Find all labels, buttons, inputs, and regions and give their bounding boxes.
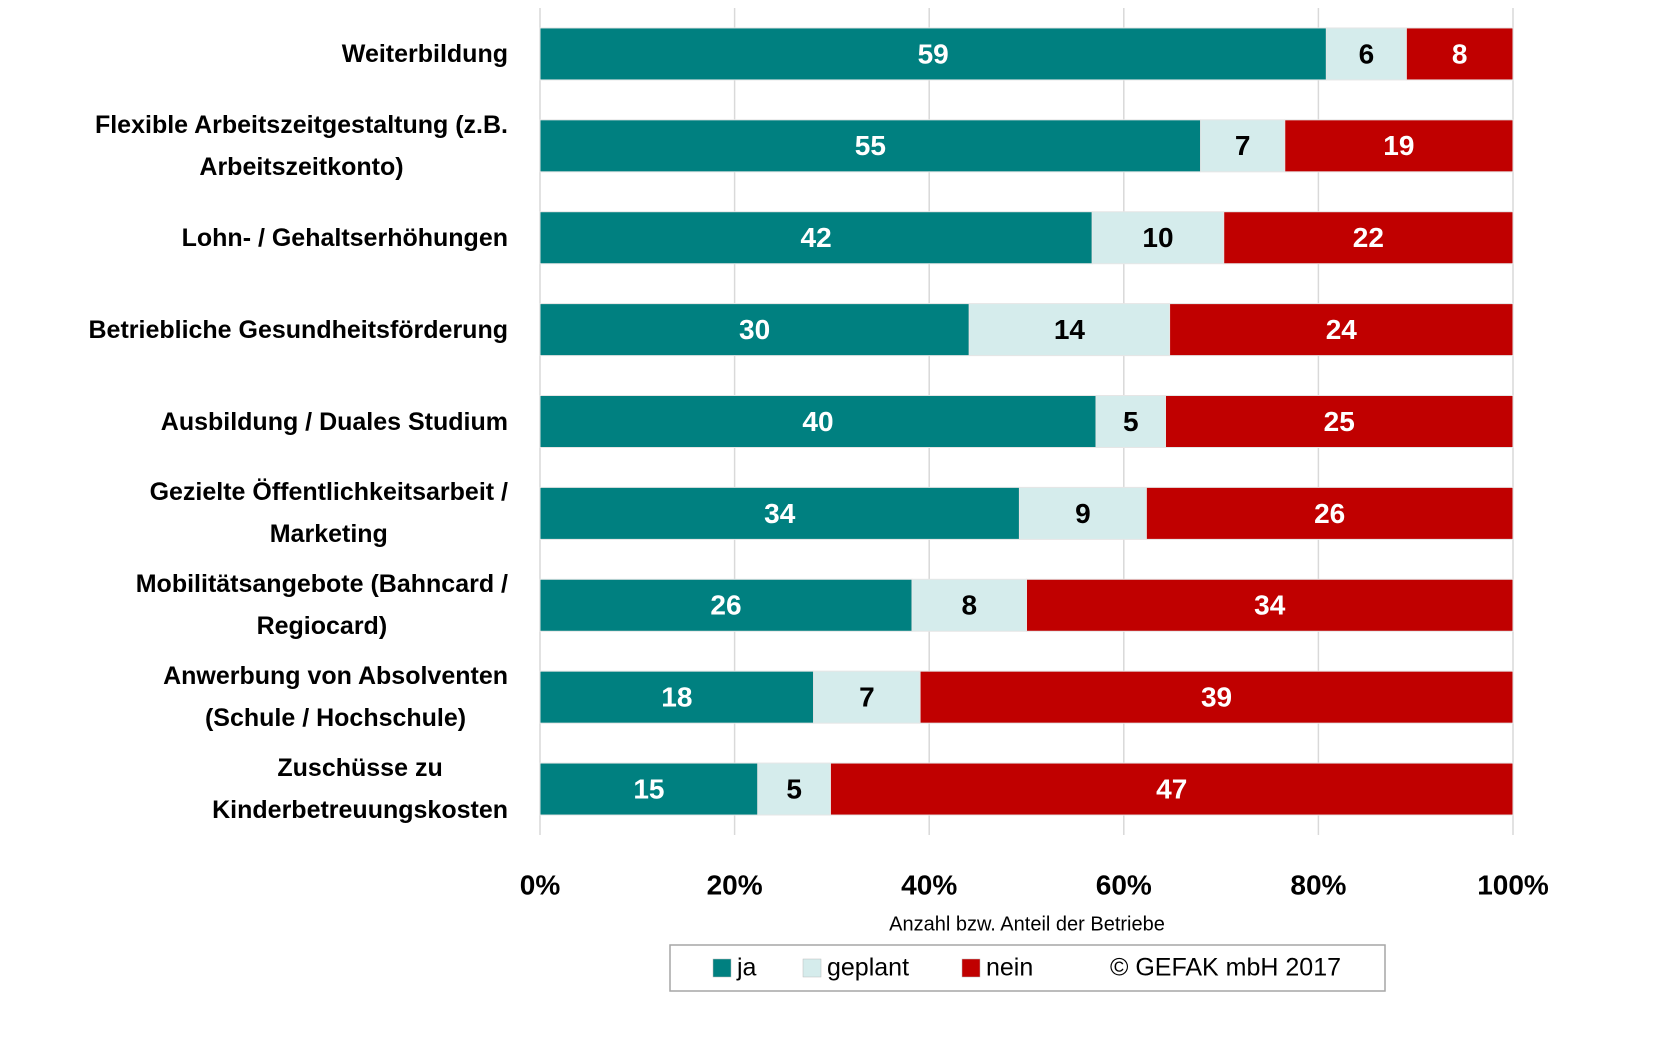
y-tick-label: Zuschüsse zu Kinderbetreuungskosten (212, 754, 508, 825)
legend-swatch (961, 958, 981, 978)
data-label: 22 (1353, 222, 1384, 253)
bar-segment (1284, 119, 1514, 173)
data-label: 34 (764, 498, 796, 529)
bar-segment (1145, 486, 1514, 540)
bar-segment (829, 762, 1514, 816)
data-label: 18 (661, 682, 692, 713)
data-label: 42 (801, 222, 832, 253)
bar-segment (757, 762, 831, 816)
y-tick-label: Flexible Arbeitszeitgestaltung (z.B. Arb… (94, 110, 508, 181)
x-tick-label: 40% (901, 869, 957, 900)
bar-segment (1095, 395, 1166, 448)
data-label: 10 (1142, 222, 1173, 253)
bar-segment (539, 119, 1202, 173)
data-label: 5 (786, 773, 802, 804)
bar-segment (968, 303, 1171, 357)
bar-segment (539, 486, 1020, 540)
bar-segment (1169, 303, 1514, 357)
y-tick-label: Mobilitätsangebote (Bahncard / Regiocard… (135, 570, 508, 641)
legend-label: ja (736, 954, 757, 982)
data-label: 19 (1383, 130, 1414, 161)
legend-box (669, 944, 1386, 992)
y-tick-label: Gezielte Öffentlichkeitsarbeit / Marketi… (149, 478, 508, 549)
bar-segment (1091, 211, 1225, 265)
legend-swatch (802, 958, 822, 978)
bar-segment (1026, 578, 1514, 632)
legend-label: geplant (827, 954, 909, 982)
y-tick-label: Ausbildung / Duales Studium (160, 407, 508, 436)
x-tick-label: 20% (707, 869, 763, 900)
data-label: 8 (1452, 38, 1468, 69)
data-label: 30 (739, 314, 770, 345)
x-tick-label: 80% (1290, 869, 1346, 900)
bar-segment (539, 211, 1093, 265)
data-label: 7 (1235, 130, 1251, 161)
data-label: 47 (1156, 773, 1187, 804)
data-label: 55 (855, 130, 886, 161)
data-label: 26 (1314, 498, 1345, 529)
x-tick-label: 60% (1096, 869, 1152, 900)
bar-segment (919, 670, 1514, 724)
bar-segment (539, 762, 759, 816)
data-label: 8 (961, 590, 977, 621)
x-tick-label: 100% (1477, 869, 1549, 900)
bar-segment (1405, 27, 1514, 81)
data-label: 5 (1123, 406, 1139, 437)
y-tick-label: Betriebliche Gesundheitsförderung (88, 315, 508, 344)
bar-segment (1165, 395, 1514, 448)
data-label: 59 (918, 38, 949, 69)
y-tick-label: Anwerbung von Absolventen (Schule / Hoch… (163, 662, 508, 733)
bar-segment (1223, 211, 1514, 265)
data-label: 9 (1075, 498, 1091, 529)
data-label: 7 (859, 682, 875, 713)
bar-segment (813, 670, 921, 724)
data-label: 15 (633, 773, 664, 804)
bar-segment (539, 670, 815, 724)
data-label: 25 (1324, 406, 1355, 437)
legend-swatch (712, 958, 732, 978)
data-label: 14 (1054, 314, 1086, 345)
x-tick-label: 0% (520, 869, 561, 900)
bar-segment (1018, 486, 1147, 540)
data-label: 26 (710, 590, 741, 621)
data-label: 39 (1201, 682, 1232, 713)
bar-segment (539, 395, 1097, 448)
bar-segment (539, 303, 970, 357)
legend-label: nein (986, 954, 1033, 982)
bar-segment (911, 578, 1028, 632)
y-tick-label: Lohn- / Gehaltserhöhungen (181, 223, 508, 252)
bar-segment (539, 578, 913, 632)
annotation: © GEFAK mbH 2017 (1110, 954, 1341, 982)
data-label: 24 (1326, 314, 1358, 345)
y-tick-label: Weiterbildung (341, 39, 508, 68)
data-label: 6 (1359, 38, 1375, 69)
x-axis-title: Anzahl bzw. Anteil der Betriebe (889, 913, 1165, 935)
data-label: 34 (1254, 590, 1286, 621)
data-label: 40 (802, 406, 833, 437)
